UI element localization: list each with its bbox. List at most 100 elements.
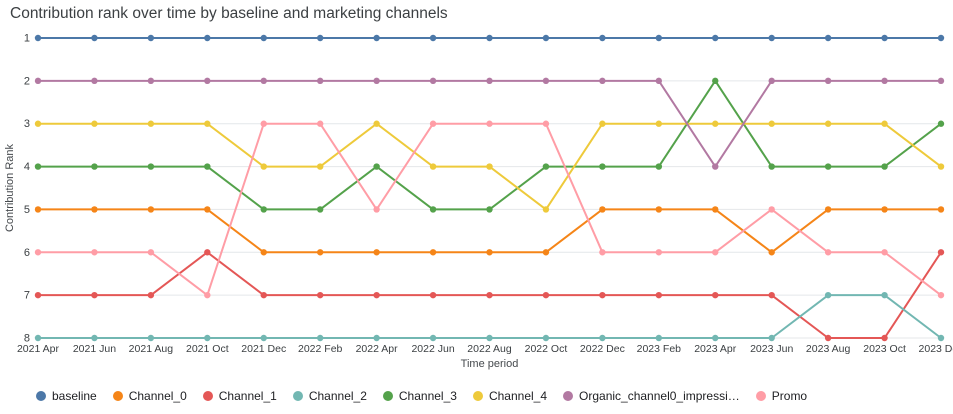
- data-point-promo: [824, 249, 832, 256]
- data-point-organic-channel0-impressi: [204, 77, 211, 85]
- legend-item-baseline[interactable]: baseline: [36, 389, 97, 403]
- data-point-channel-1: [768, 291, 775, 299]
- legend-marker-icon: [563, 391, 574, 401]
- x-tick-label: 2023 Feb: [637, 343, 682, 355]
- series-line-channel-3: [37, 79, 942, 211]
- legend-item-channel-2[interactable]: Channel_2: [292, 389, 367, 403]
- data-point-channel-1: [542, 291, 550, 299]
- data-point-channel-3: [429, 206, 437, 213]
- data-point-baseline: [599, 34, 606, 42]
- legend-label: Channel_1: [218, 389, 277, 403]
- y-tick-label: 4: [24, 161, 30, 173]
- legend-marker-icon: [472, 391, 483, 401]
- data-point-channel-2: [34, 334, 42, 342]
- data-point-channel-4: [486, 163, 493, 170]
- data-point-organic-channel0-impressi: [373, 77, 380, 85]
- data-point-channel-3: [147, 163, 155, 170]
- data-point-channel-1: [91, 291, 98, 299]
- data-point-channel-3: [712, 77, 719, 85]
- data-point-organic-channel0-impressi: [260, 77, 267, 85]
- legend-item-channel-3[interactable]: Channel_3: [382, 389, 457, 403]
- legend-marker-icon: [382, 391, 393, 401]
- data-point-channel-1: [881, 334, 888, 342]
- data-point-promo: [316, 120, 324, 127]
- data-point-channel-2: [655, 334, 663, 342]
- data-point-promo: [881, 249, 888, 256]
- data-point-channel-0: [34, 206, 42, 213]
- data-point-channel-4: [204, 120, 211, 127]
- series-line-channel-0: [37, 208, 942, 254]
- legend-marker-icon: [755, 391, 766, 401]
- data-point-channel-3: [204, 163, 211, 170]
- y-axis-title: Contribution Rank: [4, 143, 16, 233]
- legend-label: Channel_0: [128, 389, 187, 403]
- x-tick-label: 2021 Apr: [17, 343, 60, 355]
- y-tick-label: 3: [24, 118, 30, 130]
- data-point-baseline: [260, 34, 267, 42]
- data-point-channel-3: [824, 163, 832, 170]
- data-point-channel-4: [34, 120, 42, 127]
- data-point-channel-0: [937, 206, 945, 213]
- data-point-baseline: [147, 34, 155, 42]
- x-tick-label: 2022 Oct: [525, 343, 568, 355]
- legend-label: Channel_2: [308, 389, 367, 403]
- data-point-channel-3: [599, 163, 606, 170]
- x-tick-label: 2022 Jun: [411, 343, 454, 355]
- x-tick-label: 2021 Dec: [241, 343, 286, 355]
- data-point-channel-4: [542, 206, 550, 213]
- data-point-channel-0: [429, 249, 437, 256]
- data-point-channel-1: [373, 291, 380, 299]
- data-point-promo: [147, 249, 155, 256]
- data-point-channel-1: [34, 291, 42, 299]
- data-point-organic-channel0-impressi: [147, 77, 155, 85]
- data-point-baseline: [881, 34, 888, 42]
- legend-marker-icon: [292, 391, 303, 401]
- data-point-channel-1: [824, 334, 832, 342]
- data-point-channel-2: [91, 334, 98, 342]
- data-point-channel-4: [768, 120, 775, 127]
- y-tick-label: 5: [24, 204, 30, 216]
- data-point-channel-2: [824, 291, 832, 299]
- x-tick-label: 2023 Aug: [806, 343, 851, 355]
- data-point-channel-3: [542, 163, 550, 170]
- data-point-promo: [486, 120, 493, 127]
- data-point-channel-0: [599, 206, 606, 213]
- legend-marker-icon: [202, 391, 213, 401]
- legend-label: baseline: [52, 389, 97, 403]
- data-point-baseline: [429, 34, 437, 42]
- legend-item-organic-channel0-impressi[interactable]: Organic_channel0_impressi…: [563, 389, 740, 403]
- legend-item-promo[interactable]: Promo: [755, 389, 807, 403]
- data-point-promo: [937, 291, 945, 299]
- data-point-channel-0: [373, 249, 380, 256]
- y-tick-label: 6: [24, 247, 30, 259]
- data-point-channel-2: [599, 334, 606, 342]
- data-point-organic-channel0-impressi: [316, 77, 324, 85]
- legend-item-channel-4[interactable]: Channel_4: [472, 389, 548, 403]
- data-point-channel-1: [486, 291, 493, 299]
- legend-label: Channel_4: [488, 389, 548, 403]
- data-point-channel-3: [316, 206, 324, 213]
- legend-item-channel-0[interactable]: Channel_0: [112, 389, 187, 403]
- data-point-channel-3: [655, 163, 663, 170]
- y-tick-label: 7: [24, 290, 30, 302]
- x-tick-label: 2023 Jun: [750, 343, 793, 355]
- x-tick-label: 2022 Aug: [467, 343, 512, 355]
- data-point-baseline: [768, 34, 775, 42]
- data-point-organic-channel0-impressi: [486, 77, 493, 85]
- x-tick-label: 2021 Aug: [129, 343, 174, 355]
- data-point-channel-2: [373, 334, 380, 342]
- data-point-channel-4: [373, 120, 380, 127]
- chart-title: Contribution rank over time by baseline …: [10, 5, 448, 22]
- data-point-channel-3: [373, 163, 380, 170]
- data-point-channel-4: [824, 120, 832, 127]
- data-point-baseline: [712, 34, 719, 42]
- data-point-channel-2: [147, 334, 155, 342]
- data-point-channel-3: [486, 206, 493, 213]
- data-point-promo: [542, 120, 550, 127]
- legend-item-channel-1[interactable]: Channel_1: [202, 389, 277, 403]
- x-tick-label: 2021 Jun: [73, 343, 116, 355]
- data-point-promo: [260, 120, 267, 127]
- data-point-channel-1: [655, 291, 663, 299]
- data-point-organic-channel0-impressi: [881, 77, 888, 85]
